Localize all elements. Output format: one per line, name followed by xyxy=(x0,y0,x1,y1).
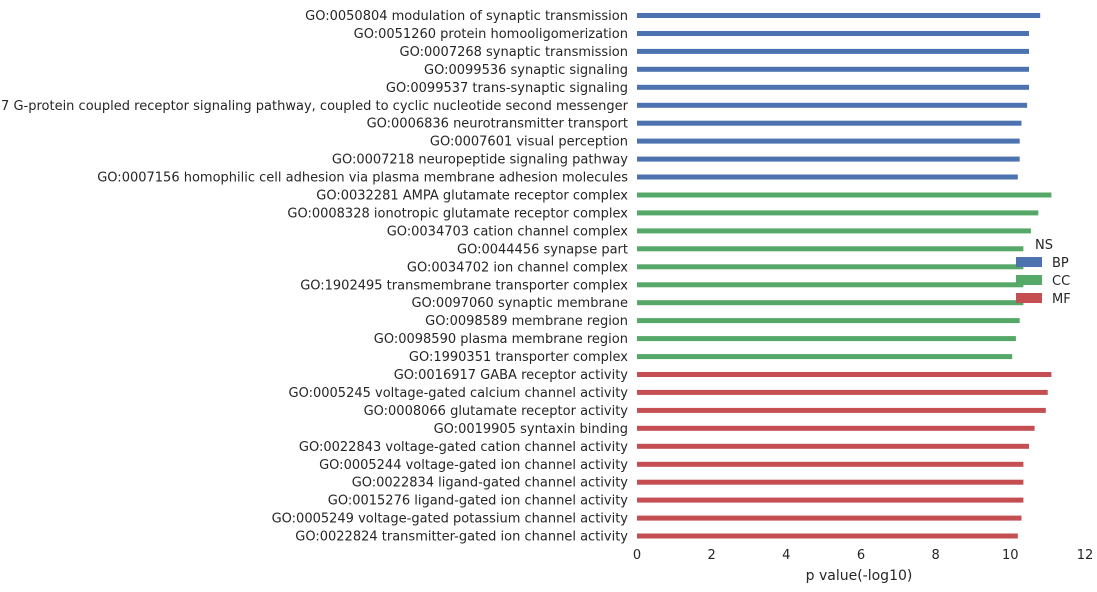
bar xyxy=(637,174,1018,180)
x-axis-label: p value(-log10) xyxy=(806,568,913,584)
bar xyxy=(637,66,1029,72)
legend-swatch xyxy=(1016,257,1042,267)
bar xyxy=(637,354,1013,360)
bar xyxy=(637,102,1028,108)
category-label: GO:0032281 AMPA glutamate receptor compl… xyxy=(316,189,628,204)
bar xyxy=(637,407,1046,413)
category-label: GO:0034702 ion channel complex xyxy=(407,260,628,275)
x-tick-label: 6 xyxy=(857,548,865,563)
bar xyxy=(637,300,1024,306)
bar xyxy=(637,318,1020,324)
category-label: GO:0016917 GABA receptor activity xyxy=(394,368,629,383)
category-label: GO:0022843 voltage-gated cation channel … xyxy=(299,440,628,455)
bar xyxy=(637,84,1029,90)
category-label: GO:0051260 protein homooligomerization xyxy=(354,27,628,42)
category-label: GO:0005244 voltage-gated ion channel act… xyxy=(319,458,628,473)
x-axis-ticks: 0 2 4 6 8 10 12 xyxy=(633,548,1093,563)
category-label: GO:0022824 transmitter-gated ion channel… xyxy=(295,530,628,545)
category-label: GO:0007218 neuropeptide signaling pathwa… xyxy=(332,153,628,168)
legend-label: BP xyxy=(1052,256,1069,271)
bar xyxy=(637,246,1024,252)
category-labels: GO:0050804 modulation of synaptic transm… xyxy=(0,9,629,545)
bar xyxy=(637,264,1024,270)
bar xyxy=(637,479,1024,485)
category-label: GO:0098590 plasma membrane region xyxy=(374,332,628,347)
category-label: GO:1902495 transmembrane transporter com… xyxy=(300,278,628,293)
bar xyxy=(637,497,1024,503)
bar xyxy=(637,228,1031,234)
category-label: GO:0099536 synaptic signaling xyxy=(424,63,628,78)
category-label: GO:0007187 G-protein coupled receptor si… xyxy=(0,99,629,114)
category-label: GO:0015276 ligand-gated ion channel acti… xyxy=(328,494,629,509)
bar xyxy=(637,443,1029,449)
category-label: GO:0019905 syntaxin binding xyxy=(434,422,628,437)
bar xyxy=(637,372,1052,377)
x-tick-label: 4 xyxy=(782,548,790,563)
category-label: GO:0008066 glutamate receptor activity xyxy=(364,404,629,419)
legend-swatch xyxy=(1016,275,1042,285)
bar xyxy=(637,48,1029,54)
legend-title: NS xyxy=(1035,238,1053,253)
bar xyxy=(637,425,1035,431)
x-tick-label: 12 xyxy=(1077,548,1094,563)
bar xyxy=(637,31,1029,36)
legend-label: CC xyxy=(1052,274,1070,289)
legend-label: MF xyxy=(1052,292,1071,307)
x-tick-label: 10 xyxy=(1002,548,1019,563)
x-tick-label: 0 xyxy=(633,548,641,563)
bar xyxy=(637,210,1039,216)
bar xyxy=(637,156,1020,162)
category-label: GO:0034703 cation channel complex xyxy=(387,224,629,239)
category-label: GO:0098589 membrane region xyxy=(425,314,628,329)
category-label: GO:0006836 neurotransmitter transport xyxy=(367,117,628,132)
category-label: GO:0005245 voltage-gated calcium channel… xyxy=(289,386,629,401)
bar xyxy=(637,389,1048,395)
category-label: GO:0022834 ligand-gated channel activity xyxy=(352,476,629,491)
bar xyxy=(637,282,1024,288)
bar xyxy=(637,461,1024,467)
x-tick-label: 2 xyxy=(708,548,716,563)
category-label: GO:0099537 trans-synaptic signaling xyxy=(386,81,628,96)
category-label: GO:0007156 homophilic cell adhesion via … xyxy=(97,171,628,186)
category-label: GO:0097060 synaptic membrane xyxy=(411,296,628,311)
bars-layer xyxy=(637,13,1052,539)
legend-swatch xyxy=(1016,293,1042,303)
bar xyxy=(637,515,1022,521)
bar xyxy=(637,192,1052,198)
category-label: GO:1990351 transporter complex xyxy=(409,350,628,365)
category-label: GO:0008328 ionotropic glutamate receptor… xyxy=(287,206,628,221)
bar xyxy=(637,336,1016,342)
bar xyxy=(637,120,1022,126)
legend: NS BP CC MF xyxy=(1016,238,1071,307)
bar xyxy=(637,533,1018,539)
bar xyxy=(637,13,1041,18)
category-label: GO:0005249 voltage-gated potassium chann… xyxy=(272,512,629,527)
category-label: GO:0007601 visual perception xyxy=(430,135,628,150)
category-label: GO:0007268 synaptic transmission xyxy=(400,45,628,60)
bar xyxy=(637,138,1020,144)
category-label: GO:0050804 modulation of synaptic transm… xyxy=(305,9,628,24)
category-label: GO:0044456 synapse part xyxy=(457,242,628,257)
x-tick-label: 8 xyxy=(932,548,940,563)
